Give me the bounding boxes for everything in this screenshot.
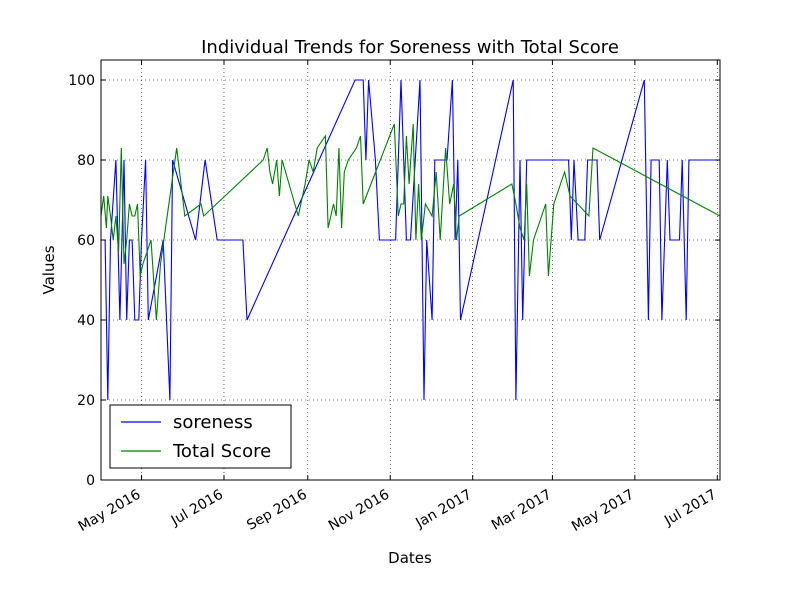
series-line-soreness [101,79,720,401]
legend-label: Total Score [172,441,271,462]
y-tick-label: 40 [77,313,95,329]
y-tick-label: 100 [68,73,95,89]
plot-frame [100,59,721,481]
x-axis-label: Dates [388,549,432,567]
y-tick-label: 60 [77,233,95,249]
legend: soreness Total Score [109,404,292,469]
series-layer [100,79,721,401]
y-axis-label: Values [40,245,58,294]
series-line-total-score [100,123,721,321]
y-tick-label: 20 [77,393,95,409]
y-tick-label: 0 [86,473,95,489]
legend-box [109,404,292,469]
legend-label: soreness [173,412,253,433]
y-tick-label: 80 [77,153,95,169]
chart-title: Individual Trends for Soreness with Tota… [201,37,619,58]
